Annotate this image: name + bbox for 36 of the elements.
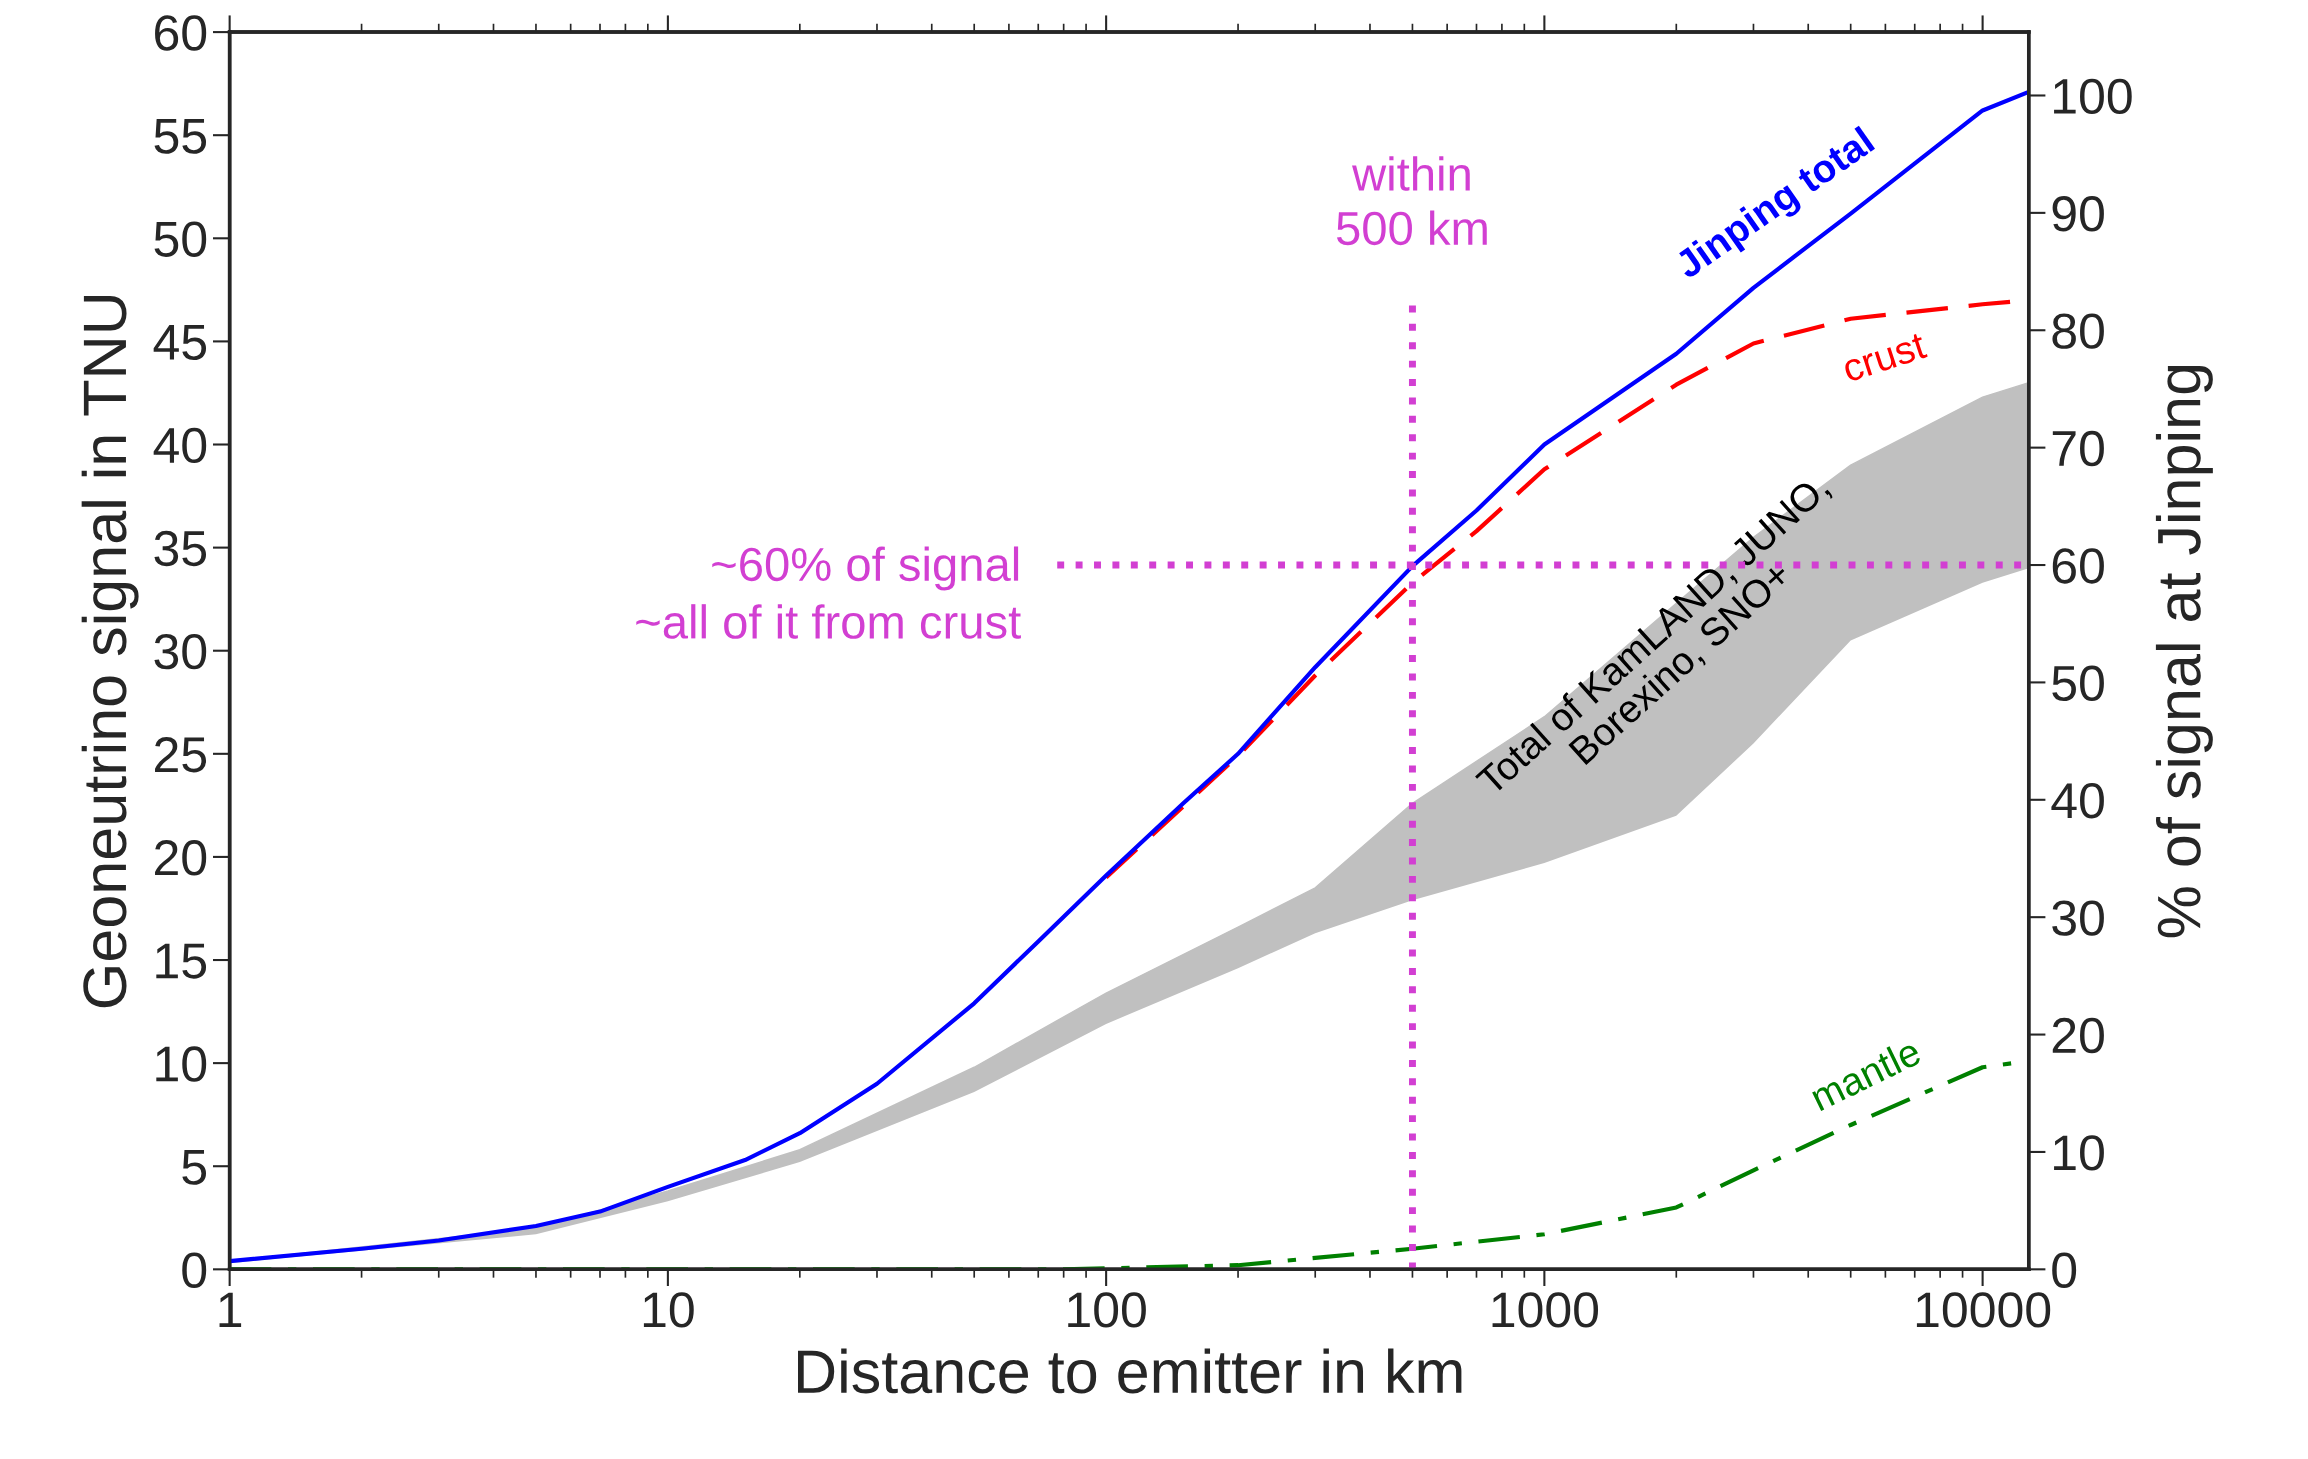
y2-axis-title: % of signal at Jinping <box>2155 365 2213 938</box>
y2-tick-label: 20 <box>2052 1017 2104 1054</box>
y-tick-label: 60 <box>155 15 207 51</box>
x-tick-label: 100 <box>1068 1292 1146 1328</box>
x-tick-label: 1 <box>219 1292 242 1328</box>
y-tick-label: 35 <box>154 530 207 567</box>
y-axis-title: Geoneutrino signal in TNU <box>81 295 139 1008</box>
text: crust <box>1841 332 1928 383</box>
y-tick-label: 30 <box>154 633 207 670</box>
y-tick-label: 15 <box>156 943 207 979</box>
y-tick-label: 25 <box>155 737 207 773</box>
y-tick-label: 40 <box>153 427 207 464</box>
y2-tick-label: 60 <box>2052 548 2104 584</box>
y2-tick-label: 90 <box>2052 196 2104 232</box>
x-tick-label: 10 <box>643 1292 694 1328</box>
text: mantle <box>1808 1036 1923 1112</box>
y-tick-label: 50 <box>154 221 207 257</box>
x-axis-title: Distance to emitter in km <box>798 1348 1462 1394</box>
ref-line-label: ~60% of signal ~all of it from crust <box>636 546 1021 639</box>
y-tick-label: 0 <box>182 1252 207 1288</box>
y2-tick-label: 50 <box>2052 665 2104 702</box>
x-tick-label: 10000 <box>1916 1292 2051 1328</box>
y2-tick-label: 100 <box>2054 78 2132 115</box>
y2-tick-label: 40 <box>2051 783 2104 819</box>
y-tick-label: 45 <box>153 325 207 361</box>
y-tick-label: 55 <box>154 118 207 154</box>
y-tick-label: 20 <box>155 840 207 876</box>
y2-tick-label: 80 <box>2052 313 2104 349</box>
y2-tick-label: 70 <box>2052 430 2104 467</box>
ref-line-label: within 500 km <box>1336 156 1487 246</box>
x-tick-label: 1000 <box>1492 1292 1599 1328</box>
y-tick-label: 5 <box>182 1149 207 1185</box>
y2-tick-label: 10 <box>2054 1135 2104 1171</box>
y2-tick-label: 30 <box>2052 900 2104 936</box>
y2-tick-label: 0 <box>2052 1252 2077 1288</box>
y-tick-label: 10 <box>156 1046 207 1082</box>
